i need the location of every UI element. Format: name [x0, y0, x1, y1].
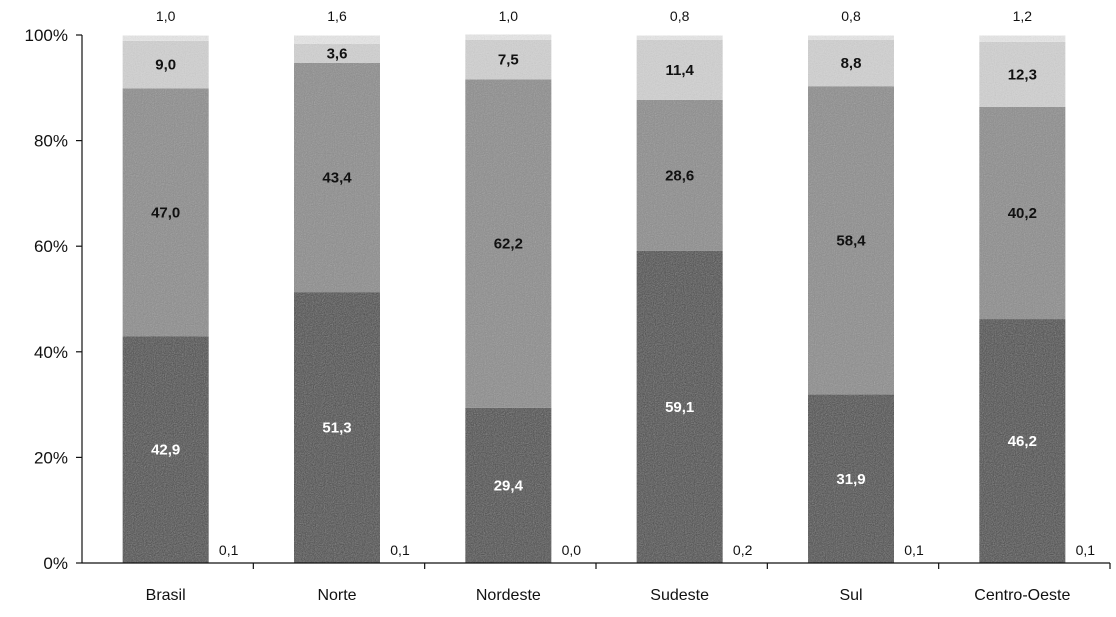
top-value-label: 1,6 [327, 8, 347, 24]
segment-value-label: 42,9 [151, 442, 180, 459]
bottom-value-label: 0,1 [1076, 542, 1096, 558]
segment-value-label: 40,2 [1008, 205, 1037, 222]
bar-segment [979, 319, 1066, 563]
bar-segment [808, 86, 894, 395]
segment-value-label: 7,5 [498, 52, 519, 69]
bar-segment [294, 62, 380, 293]
segment-value-label: 46,2 [1008, 433, 1037, 450]
bottom-value-label: 0,1 [390, 542, 410, 558]
bars: 42,9 47,0 9,0 1,0 0,1 51,3 43,4 3,6 1,6 0,1 29,4 62… [122, 8, 1096, 563]
bar-segment [294, 43, 380, 63]
top-value-label: 1,0 [156, 8, 176, 24]
bar-segment [122, 88, 209, 337]
x-category-label: Sudeste [650, 587, 709, 604]
segment-value-label: 11,4 [665, 62, 694, 79]
bar-segment [294, 292, 380, 563]
y-tick-label: 100% [25, 26, 68, 45]
bar-segment [465, 79, 552, 408]
bar-segment-top [808, 35, 894, 40]
segment-value-label: 3,6 [327, 45, 348, 62]
bar-segment [636, 99, 723, 251]
bar-segment-top [979, 35, 1066, 42]
bar-segment [808, 394, 894, 563]
y-tick-label: 40% [34, 343, 68, 362]
y-tick-label: 80% [34, 132, 68, 151]
segment-value-label: 28,6 [665, 167, 694, 184]
segment-value-label: 51,3 [322, 420, 351, 437]
segment-value-label: 47,0 [151, 204, 180, 221]
bar-segment-top [122, 35, 209, 41]
segment-value-label: 8,8 [841, 55, 862, 72]
bar-segment [636, 250, 723, 563]
segment-value-label: 29,4 [494, 477, 524, 494]
bar-segment [122, 40, 209, 89]
x-category-label: Sul [839, 587, 862, 604]
y-tick-label: 20% [34, 448, 68, 467]
bar-segment [465, 407, 552, 563]
x-category-label: Brasil [146, 587, 186, 604]
segment-value-label: 43,4 [322, 170, 352, 187]
bottom-value-label: 0,0 [562, 542, 582, 558]
bar-segment-top [465, 34, 552, 40]
segment-value-label: 58,4 [836, 232, 866, 249]
bar-segment [465, 39, 552, 80]
bar-segment [122, 336, 209, 563]
y-tick-label: 60% [34, 237, 68, 256]
bar-segment-top [294, 35, 380, 44]
x-category-label: Centro-Oeste [974, 587, 1070, 604]
bar-segment [636, 39, 723, 100]
bottom-value-label: 0,1 [219, 542, 239, 558]
bar-segment [808, 39, 894, 87]
bottom-value-label: 0,1 [904, 542, 924, 558]
top-value-label: 1,2 [1013, 8, 1033, 24]
segment-value-label: 31,9 [836, 471, 865, 488]
y-tick-label: 0% [43, 554, 68, 573]
bar-segment-top [636, 35, 723, 40]
segment-value-label: 59,1 [665, 399, 694, 416]
bar-segment [979, 106, 1066, 320]
x-category-label: Nordeste [476, 587, 541, 604]
segment-value-label: 9,0 [155, 57, 176, 74]
top-value-label: 1,0 [499, 8, 519, 24]
y-axis: 0% 20% 40% 60% 80% 100% [25, 26, 83, 573]
top-value-label: 0,8 [670, 8, 690, 24]
x-category-label: Norte [317, 587, 356, 604]
x-axis: Brasil Norte Nordeste Sudeste Sul Centro-Oest… [82, 562, 1111, 604]
top-value-label: 0,8 [841, 8, 861, 24]
segment-value-label: 62,2 [494, 236, 523, 253]
segment-value-label: 12,3 [1008, 66, 1037, 83]
bar-segment [979, 41, 1066, 107]
bottom-value-label: 0,2 [733, 542, 753, 558]
